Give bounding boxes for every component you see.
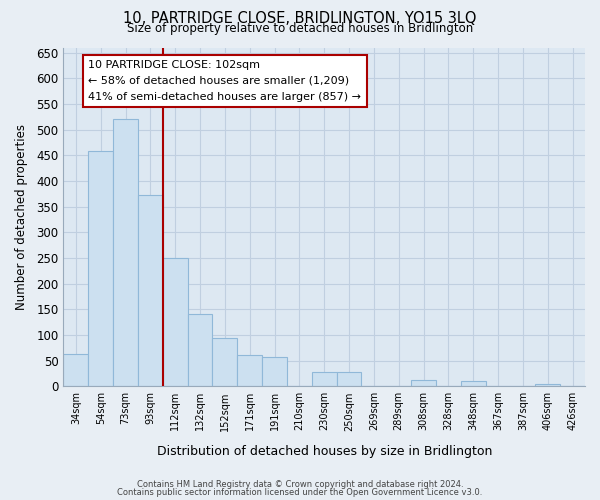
X-axis label: Distribution of detached houses by size in Bridlington: Distribution of detached houses by size … [157, 444, 492, 458]
Text: Contains HM Land Registry data © Crown copyright and database right 2024.: Contains HM Land Registry data © Crown c… [137, 480, 463, 489]
Bar [64, 354, 88, 386]
Bar [88, 151, 113, 386]
Bar [312, 372, 337, 386]
Y-axis label: Number of detached properties: Number of detached properties [15, 124, 28, 310]
Text: Contains public sector information licensed under the Open Government Licence v3: Contains public sector information licen… [118, 488, 482, 497]
Bar [212, 338, 237, 386]
Bar [535, 384, 560, 386]
Text: 10, PARTRIDGE CLOSE, BRIDLINGTON, YO15 3LQ: 10, PARTRIDGE CLOSE, BRIDLINGTON, YO15 3… [123, 11, 477, 26]
Text: Size of property relative to detached houses in Bridlington: Size of property relative to detached ho… [127, 22, 473, 35]
Bar [262, 356, 287, 386]
Bar [188, 314, 212, 386]
Bar [337, 372, 361, 386]
Bar [411, 380, 436, 386]
Bar [163, 258, 188, 386]
Bar [237, 354, 262, 386]
Bar [138, 196, 163, 386]
Text: 10 PARTRIDGE CLOSE: 102sqm
← 58% of detached houses are smaller (1,209)
41% of s: 10 PARTRIDGE CLOSE: 102sqm ← 58% of deta… [88, 60, 361, 102]
Bar [461, 381, 485, 386]
Bar [113, 119, 138, 386]
